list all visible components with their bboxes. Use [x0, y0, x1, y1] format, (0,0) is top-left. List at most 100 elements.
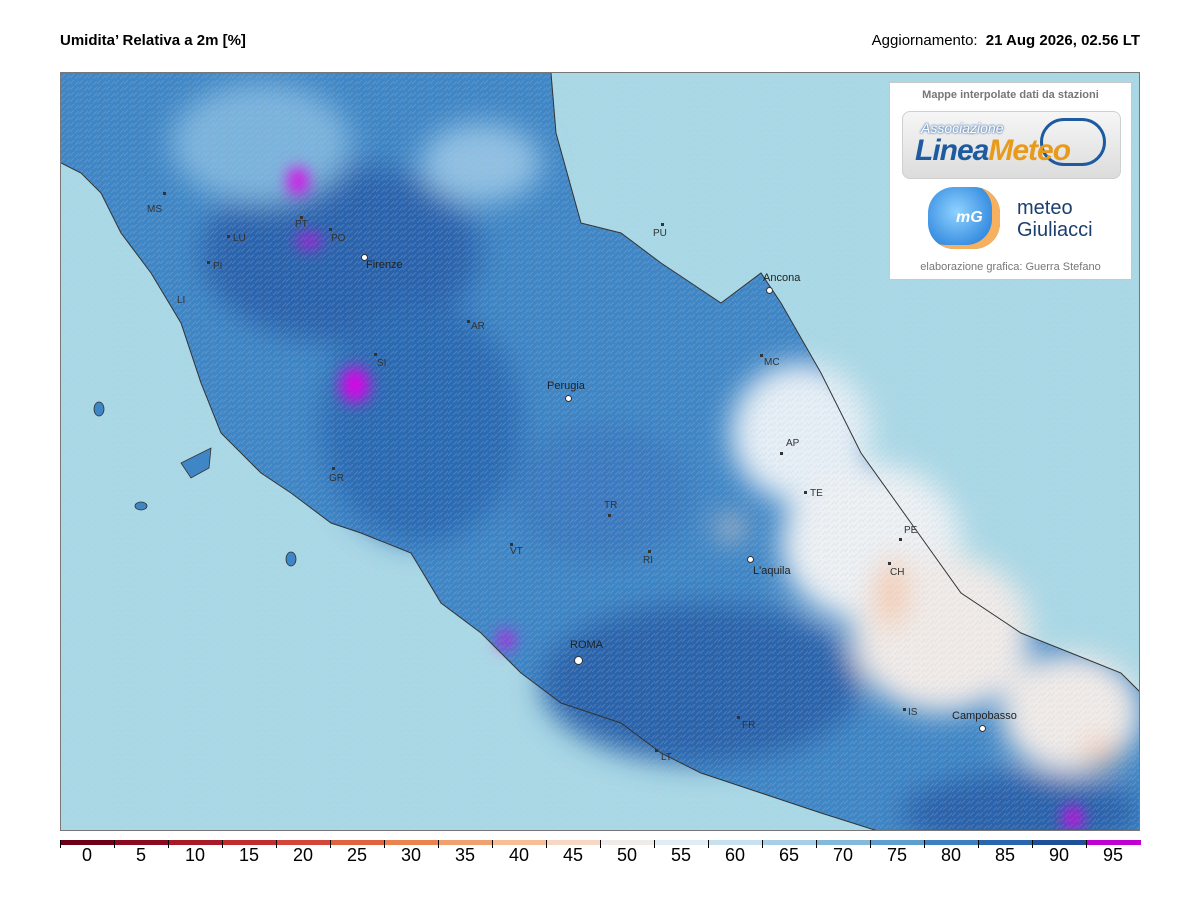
islands: [93, 401, 297, 567]
cloud-icon: [1040, 118, 1106, 166]
colorbar-tick-mark: [60, 840, 61, 848]
colorbar-tick-mark: [438, 840, 439, 848]
colorbar-tick-label: 35: [454, 845, 476, 865]
city-label-te: TE: [810, 488, 823, 499]
city-marker-lt: [655, 749, 658, 752]
lineameteo-name-a: Linea: [915, 134, 989, 167]
colorbar-tick-mark: [384, 840, 385, 848]
city-label-fr: FR: [742, 720, 756, 731]
colorbar-segment: [384, 840, 439, 845]
colorbar-tick-label: 60: [724, 845, 746, 865]
colorbar-tick-label: 90: [1048, 845, 1070, 865]
meteo-giuliacci-icon: mG: [928, 187, 1000, 249]
colorbar-tick-mark: [924, 840, 925, 848]
logo-panel: Mappe interpolate dati da stazioni Assoc…: [889, 82, 1132, 280]
colorbar-tick-mark: [600, 840, 601, 848]
city-marker-ms: [163, 192, 166, 195]
city-label-ri: RI: [643, 555, 653, 566]
city-label-ar: AR: [471, 321, 485, 332]
colorbar-segment: [438, 840, 493, 845]
city-marker-ch: [888, 562, 891, 565]
city-marker-tr: [608, 514, 611, 517]
colorbar-tick-mark: [222, 840, 223, 848]
city-label-li: LI: [177, 295, 186, 306]
city-label-po: PO: [331, 233, 346, 244]
colorbar-tick-label: 75: [886, 845, 908, 865]
colorbar-tick-label: 30: [400, 845, 422, 865]
city-marker-mc: [760, 354, 763, 357]
colorbar-segment: [168, 840, 223, 845]
city-marker-firenze: [361, 254, 368, 261]
mg-short: mG: [956, 209, 983, 226]
city-marker-ap: [780, 452, 783, 455]
mg-name-2: Giuliacci: [1017, 219, 1093, 241]
city-marker-po: [329, 228, 332, 231]
city-label-perugia: Perugia: [547, 380, 585, 392]
city-marker-ancona: [766, 287, 773, 294]
colorbar-tick-label: 55: [670, 845, 692, 865]
colorbar-tick-mark: [1032, 840, 1033, 848]
coastline: [61, 73, 1139, 830]
city-label-vt: VT: [510, 546, 523, 557]
colorbar-segment: [870, 840, 925, 845]
city-label-ch: CH: [890, 567, 905, 578]
city-marker-is: [903, 708, 906, 711]
city-label-roma: ROMA: [570, 639, 603, 651]
colorbar-tick-mark: [276, 840, 277, 848]
colorbar-tick-mark: [654, 840, 655, 848]
city-label-ap: AP: [786, 438, 800, 449]
update-value: 21 Aug 2026, 02.56 LT: [985, 32, 1140, 49]
lineameteo-name-b: Meteo: [988, 134, 1071, 167]
lineameteo-name: LineaMeteo: [915, 134, 1071, 168]
city-label-campobasso: Campobasso: [952, 710, 1017, 722]
city-marker-pi: [207, 261, 210, 264]
city-marker-perugia: [565, 395, 572, 402]
city-marker-roma: [574, 656, 583, 665]
city-label-ancona: Ancona: [763, 272, 801, 284]
colorbar-segment: [1032, 840, 1087, 845]
city-marker-gr: [332, 467, 335, 470]
colorbar-tick-label: 95: [1102, 845, 1124, 865]
city-marker-te: [804, 491, 807, 494]
city-marker-pt: [300, 216, 303, 219]
colorbar-segment: [60, 840, 115, 845]
city-label-tr: TR: [604, 500, 618, 511]
colorbar-segment: [546, 840, 601, 845]
city-label-is: IS: [908, 707, 918, 718]
city-marker-pe: [899, 538, 902, 541]
colorbar-tick-mark: [870, 840, 871, 848]
logo-credit: elaborazione grafica: Guerra Stefano: [920, 261, 1101, 273]
colorbar-segment: [762, 840, 817, 845]
city-marker-si: [374, 353, 377, 356]
city-marker-laquila: [747, 556, 754, 563]
colorbar-tick-label: 25: [346, 845, 368, 865]
city-marker-campobasso: [979, 725, 986, 732]
city-label-pt: PT: [295, 219, 308, 230]
colorbar-segment: [816, 840, 871, 845]
colorbar-tick-label: 40: [508, 845, 530, 865]
colorbar-tick-mark: [114, 840, 115, 848]
city-label-pu: PU: [653, 228, 667, 239]
logo-caption: Mappe interpolate dati da stazioni: [922, 89, 1099, 101]
colorbar-tick-mark: [816, 840, 817, 848]
colorbar-tick-label: 20: [292, 845, 314, 865]
colorbar-segment: [978, 840, 1033, 845]
update-time: Aggiornamento: 21 Aug 2026, 02.56 LT: [872, 32, 1140, 49]
humidity-map[interactable]: Mappe interpolate dati da stazioni Assoc…: [60, 72, 1140, 831]
colorbar-tick-label: 0: [81, 845, 92, 865]
colorbar-tick-mark: [492, 840, 493, 848]
colorbar-segment: [600, 840, 655, 845]
colorbar-tick-label: 15: [238, 845, 260, 865]
colorbar-segment: [924, 840, 979, 845]
colorbar-tick-label: 65: [778, 845, 800, 865]
colorbar-segment: [708, 840, 763, 845]
city-marker-ar: [467, 320, 470, 323]
colorbar-segment: [276, 840, 331, 845]
city-label-gr: GR: [329, 473, 344, 484]
city-label-mc: MC: [764, 357, 780, 368]
city-label-lt: LT: [661, 752, 672, 763]
city-label-pi: PI: [213, 261, 223, 272]
humidity-colorbar: [60, 840, 1141, 845]
colorbar-segment: [492, 840, 547, 845]
colorbar-tick-label: 5: [135, 845, 146, 865]
